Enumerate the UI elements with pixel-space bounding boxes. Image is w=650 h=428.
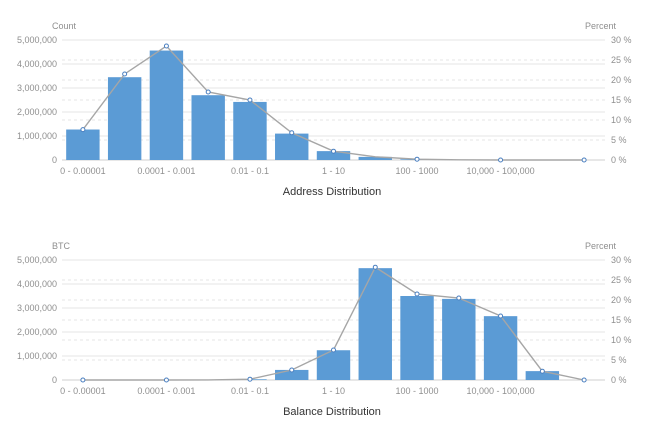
y-tick-label: 0 (52, 375, 57, 385)
percent-point (80, 377, 86, 383)
x-tick-label: 0.0001 - 0.001 (137, 166, 195, 176)
y2-tick-label: 5 % (611, 355, 627, 365)
bar (525, 371, 560, 380)
x-tick-label: 0 - 0.00001 (60, 386, 106, 396)
percent-point (331, 347, 336, 353)
y-tick-label: 5,000,000 (17, 255, 57, 265)
percent-point (414, 156, 420, 162)
y-tick-label: 3,000,000 (17, 303, 57, 313)
right-axis-label: Percent (585, 241, 617, 251)
y2-tick-label: 30 % (611, 35, 632, 45)
y-tick-label: 2,000,000 (17, 327, 57, 337)
x-tick-label: 100 - 1000 (396, 166, 439, 176)
percent-point (539, 368, 545, 374)
bar (275, 369, 309, 380)
percent-point (498, 157, 504, 163)
x-tick-label: 10,000 - 100,000 (467, 386, 535, 396)
x-tick-label: 0.01 - 0.1 (231, 386, 269, 396)
bar (316, 151, 351, 160)
bar (358, 268, 392, 380)
percent-point (331, 148, 336, 154)
percent-point (498, 313, 504, 319)
y2-tick-label: 5 % (611, 135, 627, 145)
y2-tick-label: 0 % (611, 375, 627, 385)
chart-title: Address Distribution (283, 186, 381, 198)
y2-tick-label: 15 % (611, 315, 632, 325)
balance-distribution-chart: BTC Percent 0 1,000,000 2,000,000 3,000,000… (17, 241, 632, 418)
x-tick-label: 0.0001 - 0.001 (137, 386, 195, 396)
y-tick-label: 2,000,000 (17, 107, 57, 117)
x-tick-label: 1 - 10 (322, 166, 345, 176)
y2-tick-label: 25 % (611, 55, 632, 65)
y-tick-label: 1,000,000 (17, 131, 57, 141)
address-distribution-chart: Count Percent 0 1,000,000 2,000,000 3,000,0… (17, 21, 632, 198)
percent-point (163, 377, 169, 383)
percent-point (581, 157, 587, 163)
y-tick-label: 4,000,000 (17, 279, 57, 289)
y2-tick-label: 10 % (611, 335, 632, 345)
percent-point (289, 367, 295, 373)
y2-tick-label: 20 % (611, 295, 632, 305)
y2-tick-label: 0 % (611, 155, 627, 165)
percent-point (247, 97, 253, 103)
bar (358, 156, 392, 160)
bar (316, 350, 351, 380)
percent-point (247, 376, 253, 382)
y2-tick-label: 15 % (611, 95, 632, 105)
percent-point (581, 377, 587, 383)
y2-tick-label: 25 % (611, 275, 632, 285)
left-axis-label: BTC (52, 241, 71, 251)
percent-point (289, 130, 295, 136)
left-axis-label: Count (52, 21, 77, 31)
y-tick-label: 5,000,000 (17, 35, 57, 45)
percent-point (163, 43, 169, 49)
bar (191, 95, 225, 160)
y-tick-label: 1,000,000 (17, 351, 57, 361)
bar (400, 296, 434, 380)
y2-tick-label: 20 % (611, 75, 632, 85)
y-tick-label: 0 (52, 155, 57, 165)
bar (107, 77, 142, 160)
percent-point (414, 291, 420, 297)
x-tick-label: 1 - 10 (322, 386, 345, 396)
percent-point (205, 89, 211, 95)
y2-tick-label: 10 % (611, 115, 632, 125)
y-tick-label: 3,000,000 (17, 83, 57, 93)
x-tick-label: 100 - 1000 (396, 386, 439, 396)
percent-point (80, 127, 86, 133)
percent-point (122, 71, 128, 77)
x-tick-label: 10,000 - 100,000 (467, 166, 535, 176)
chart-title: Balance Distribution (283, 406, 381, 418)
percent-point (372, 264, 378, 270)
bar (442, 298, 476, 380)
right-axis-label: Percent (585, 21, 617, 31)
bar (483, 316, 518, 380)
percent-point (456, 295, 462, 301)
y-tick-label: 4,000,000 (17, 59, 57, 69)
bar (233, 101, 267, 160)
bar (66, 129, 100, 160)
y2-tick-label: 30 % (611, 255, 632, 265)
x-tick-label: 0.01 - 0.1 (231, 166, 269, 176)
x-tick-label: 0 - 0.00001 (60, 166, 106, 176)
bar (149, 50, 184, 161)
